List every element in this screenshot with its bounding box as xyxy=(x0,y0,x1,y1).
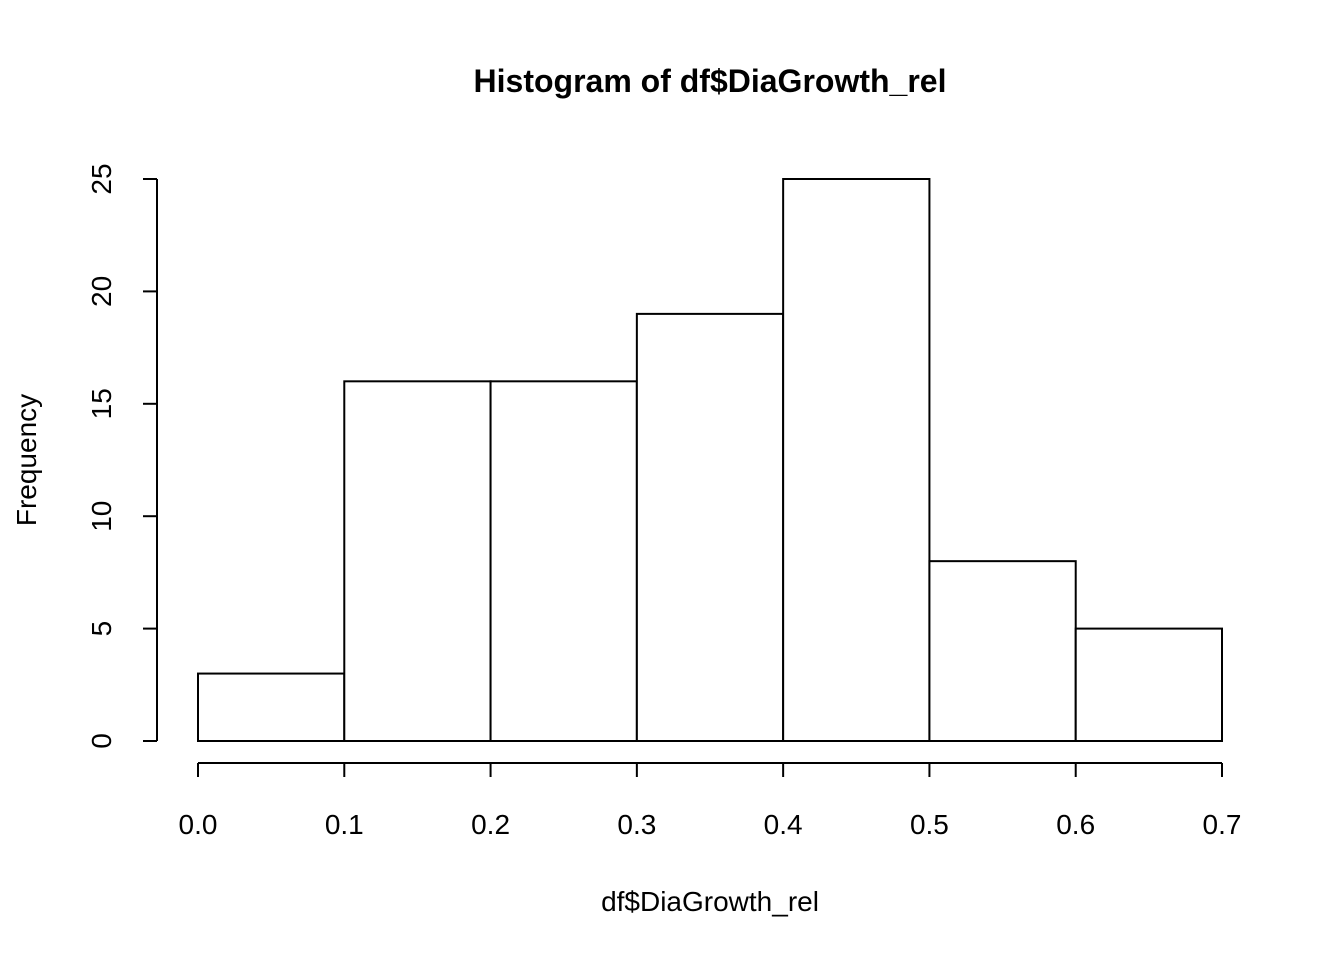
histogram-bar-1 xyxy=(343,380,492,742)
y-tick-label: 5 xyxy=(86,621,117,637)
histogram-bar-3 xyxy=(635,312,785,742)
x-tick-label: 0.5 xyxy=(910,809,949,840)
y-tick-label: 25 xyxy=(86,163,117,194)
histogram-bar-2 xyxy=(489,380,638,742)
y-tick-label: 20 xyxy=(86,276,117,307)
x-tick-label: 0.2 xyxy=(471,809,510,840)
y-tick-label: 10 xyxy=(86,501,117,532)
y-axis-label: Frequency xyxy=(11,394,42,526)
histogram-bar-0 xyxy=(197,672,346,742)
histogram-bar-4 xyxy=(782,178,931,742)
chart-title: Histogram of df$DiaGrowth_rel xyxy=(474,63,947,99)
x-tick-label: 0.0 xyxy=(179,809,218,840)
y-tick-label: 15 xyxy=(86,388,117,419)
histogram-bar-5 xyxy=(928,560,1077,742)
x-tick-label: 0.4 xyxy=(764,809,803,840)
x-axis: 0.0 0.1 0.2 0.3 0.4 0.5 0.6 0.7 xyxy=(179,762,1242,840)
y-tick-label: 0 xyxy=(86,733,117,749)
y-axis: 0 5 10 15 20 25 xyxy=(86,163,158,749)
x-axis-label: df$DiaGrowth_rel xyxy=(601,886,819,917)
bars-group xyxy=(197,178,1223,742)
x-tick-label: 0.3 xyxy=(617,809,656,840)
histogram-bar-6 xyxy=(1074,627,1223,742)
x-tick-label: 0.6 xyxy=(1056,809,1095,840)
x-tick-label: 0.7 xyxy=(1203,809,1242,840)
x-tick-label: 0.1 xyxy=(325,809,364,840)
